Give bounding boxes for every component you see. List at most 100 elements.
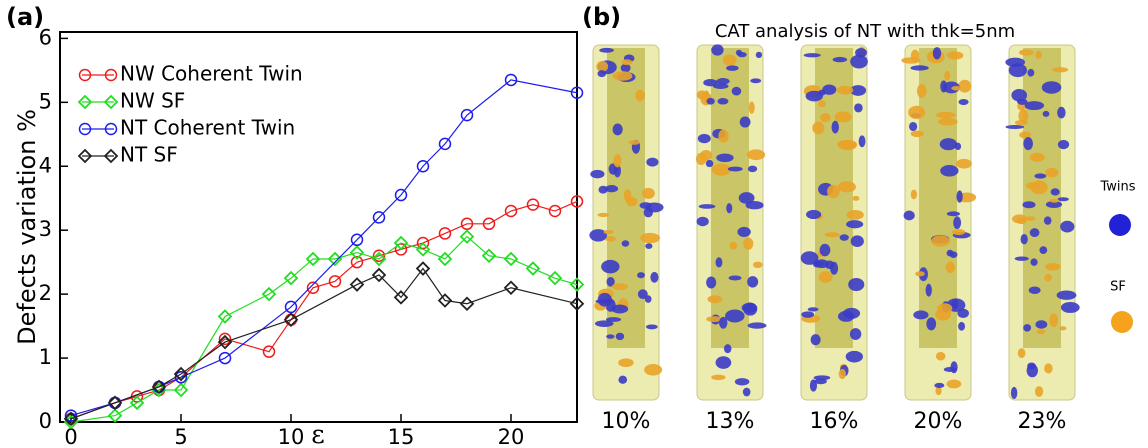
data-point (504, 73, 518, 87)
defect (824, 232, 841, 238)
defect (605, 235, 616, 242)
data-point (372, 249, 386, 263)
x-tick-label: 20 (498, 425, 525, 448)
defect (815, 261, 824, 266)
data-point (460, 217, 474, 231)
defect (932, 47, 942, 60)
defect (1024, 101, 1045, 111)
defect (727, 166, 743, 172)
defect (908, 105, 926, 120)
defect (819, 113, 831, 123)
defect (936, 111, 956, 119)
defect (589, 229, 608, 242)
defect (712, 83, 729, 90)
y-tick-label: 2 (39, 281, 52, 305)
defect (935, 386, 942, 396)
defect (1059, 326, 1067, 331)
defect (939, 138, 958, 151)
defect (850, 235, 864, 248)
defect (956, 190, 963, 203)
defect (717, 98, 729, 105)
defect (718, 129, 729, 143)
defect (741, 302, 758, 313)
defect (698, 204, 716, 209)
defect (935, 351, 946, 361)
defect (723, 344, 732, 354)
legend-marker (77, 148, 93, 164)
data-point (261, 286, 277, 302)
defect (1026, 363, 1038, 378)
defect (1019, 131, 1032, 139)
defect (1029, 228, 1040, 238)
defect (599, 47, 614, 53)
data-point (371, 267, 387, 283)
defect (747, 165, 758, 173)
defect (696, 90, 708, 100)
defect (726, 65, 739, 71)
defect (850, 85, 867, 96)
defect (937, 117, 958, 126)
data-point (393, 290, 409, 305)
data-point (416, 160, 430, 173)
x-tick-label: 5 (174, 425, 187, 448)
defect (743, 237, 754, 250)
data-point (218, 332, 232, 346)
y-tick-label: 5 (39, 89, 52, 113)
defect (1014, 256, 1029, 261)
data-point (218, 351, 232, 365)
data-point (482, 217, 496, 231)
defect (1017, 348, 1026, 359)
defect (854, 103, 863, 113)
data-point (415, 242, 431, 257)
defect (1014, 119, 1028, 126)
defect (742, 387, 751, 397)
legend-label: NT Coherent Twin (120, 116, 295, 140)
data-point (415, 261, 431, 276)
legend-marker (104, 68, 118, 82)
defect (846, 220, 864, 229)
defect (934, 382, 945, 389)
data-point (569, 277, 585, 292)
wire-core (1023, 48, 1061, 348)
defect (597, 292, 612, 307)
defect (635, 89, 645, 102)
data-point (327, 251, 343, 267)
defect (606, 277, 615, 287)
defect (731, 86, 742, 96)
defect (603, 229, 614, 235)
defect (819, 243, 831, 257)
data-point (570, 86, 584, 99)
defect (953, 216, 962, 230)
defect (858, 135, 866, 148)
defect (737, 226, 751, 237)
defect (1028, 286, 1041, 294)
defect (1012, 214, 1028, 224)
data-point (547, 270, 563, 286)
data-point (437, 251, 453, 267)
defect (594, 320, 614, 327)
defect (946, 379, 962, 389)
defect (695, 152, 707, 166)
legend-marker (78, 122, 92, 136)
defect (849, 328, 862, 341)
data-point (64, 409, 78, 422)
data-point (503, 280, 519, 296)
defect (755, 51, 763, 59)
defect (852, 195, 860, 201)
defect (628, 140, 640, 145)
defect (913, 310, 929, 320)
defect (958, 99, 969, 106)
defect (729, 241, 738, 250)
defect (1050, 188, 1060, 196)
data-point (107, 408, 123, 423)
legend-marker (103, 148, 119, 164)
data-point (525, 261, 541, 276)
series-line (70, 235, 578, 423)
defect (916, 83, 927, 98)
data-point (217, 309, 233, 324)
defect (1018, 109, 1029, 123)
defect (748, 101, 755, 114)
defect (946, 211, 960, 217)
defect (640, 232, 660, 244)
